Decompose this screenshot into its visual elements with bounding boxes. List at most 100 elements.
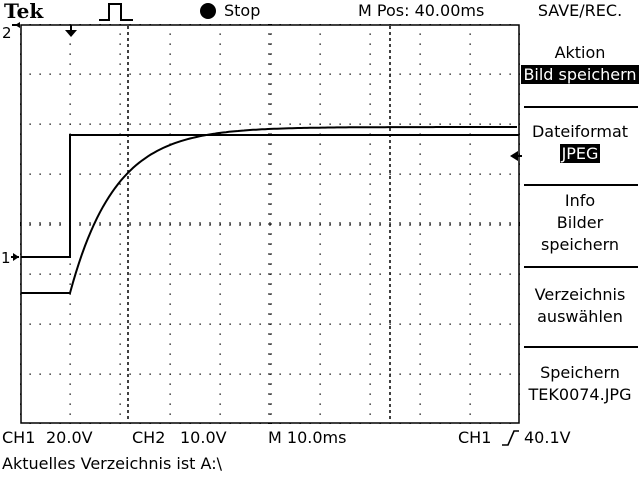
grid-dot bbox=[79, 373, 81, 375]
grid-dot bbox=[379, 273, 381, 275]
grid-dot bbox=[20, 43, 21, 45]
grid-dot bbox=[189, 273, 191, 275]
grid-dot bbox=[329, 273, 331, 275]
grid-dot bbox=[519, 53, 520, 55]
grid-dot bbox=[379, 73, 381, 75]
menu-save-line1: Speichern bbox=[540, 363, 620, 382]
grid-dot bbox=[369, 393, 371, 395]
grid-dot bbox=[119, 263, 121, 265]
grid-dot bbox=[69, 343, 71, 345]
grid-dot bbox=[519, 43, 520, 45]
grid-dot bbox=[69, 293, 71, 295]
menu-action[interactable]: Aktion Bild speichern bbox=[520, 42, 640, 86]
grid-dot bbox=[279, 323, 281, 325]
grid-dot bbox=[129, 123, 131, 125]
grid-dot bbox=[169, 413, 171, 415]
menu-select-directory[interactable]: Verzeichnis auswählen bbox=[520, 284, 640, 328]
grid-dot bbox=[139, 173, 141, 175]
grid-dot bbox=[219, 393, 221, 395]
grid-dot bbox=[169, 193, 171, 195]
grid-dot bbox=[319, 373, 321, 375]
grid-dot bbox=[479, 373, 481, 375]
grid-dot bbox=[499, 323, 501, 325]
grid-dot bbox=[409, 373, 411, 375]
grid-dot bbox=[20, 73, 21, 75]
grid-dot bbox=[159, 73, 161, 75]
grid-dot bbox=[169, 203, 171, 205]
grid-dot bbox=[399, 173, 401, 175]
grid-dot bbox=[139, 323, 141, 325]
grid-dot bbox=[279, 173, 281, 175]
grid-dot bbox=[499, 173, 501, 175]
menu-save-button[interactable]: Speichern TEK0074.JPG bbox=[520, 362, 640, 406]
run-state: Stop bbox=[224, 1, 261, 20]
grid-dot bbox=[119, 323, 121, 325]
trigger-level: 40.1V bbox=[524, 428, 571, 447]
grid-dot bbox=[239, 24, 241, 25]
grid-dot bbox=[219, 113, 221, 115]
status-message: Aktuelles Verzeichnis ist A:\ bbox=[2, 454, 222, 473]
grid-dot bbox=[69, 353, 71, 355]
grid-dot bbox=[219, 83, 221, 85]
grid-dot bbox=[419, 233, 421, 235]
svg-text:2: 2 bbox=[2, 24, 12, 42]
grid-dot bbox=[319, 163, 321, 165]
brand-logo: Tek bbox=[4, 0, 44, 23]
grid-dot bbox=[20, 123, 21, 125]
menu-file-format[interactable]: Dateiformat JPEG bbox=[520, 121, 640, 165]
grid-dot bbox=[319, 273, 321, 275]
grid-dot bbox=[329, 173, 331, 175]
grid-dot bbox=[159, 173, 161, 175]
channel1-marker-icon: 1 bbox=[1, 249, 19, 267]
grid-dot bbox=[399, 423, 401, 424]
grid-dot bbox=[189, 423, 191, 424]
grid-dot bbox=[20, 363, 21, 365]
grid-dot bbox=[179, 173, 181, 175]
grid-dot bbox=[489, 373, 491, 375]
grid-dot bbox=[199, 24, 201, 25]
grid-dot bbox=[129, 273, 131, 275]
grid-dot bbox=[149, 173, 151, 175]
grid-dot bbox=[229, 173, 231, 175]
grid-dot bbox=[369, 143, 371, 145]
menu-info[interactable]: Info Bilder speichern bbox=[520, 190, 640, 256]
svg-text:1: 1 bbox=[1, 249, 11, 267]
grid-dot bbox=[319, 353, 321, 355]
grid-dot bbox=[169, 383, 171, 385]
grid-dot bbox=[399, 273, 401, 275]
grid-dot bbox=[49, 173, 51, 175]
grid-dot bbox=[519, 143, 520, 145]
grid-dot bbox=[79, 73, 81, 75]
grid-dot bbox=[259, 24, 261, 25]
grid-dot bbox=[119, 63, 121, 65]
grid-dot bbox=[119, 243, 121, 245]
grid-dot bbox=[119, 173, 121, 175]
grid-dot bbox=[69, 53, 71, 55]
grid-dot bbox=[479, 73, 481, 75]
grid-dot bbox=[69, 83, 71, 85]
grid-dot bbox=[519, 33, 520, 35]
grid-dot bbox=[169, 63, 171, 65]
grid-dot bbox=[139, 273, 141, 275]
grid-dot bbox=[449, 173, 451, 175]
grid-dot bbox=[359, 423, 361, 424]
grid-dot bbox=[119, 233, 121, 235]
grid-dot bbox=[219, 323, 221, 325]
grid-dot bbox=[69, 393, 71, 395]
grid-dot bbox=[319, 113, 321, 115]
grid-dot bbox=[119, 303, 121, 305]
grid-dot bbox=[319, 43, 321, 45]
grid-dot bbox=[469, 273, 471, 275]
grid-dot bbox=[469, 43, 471, 45]
menu-action-label: Aktion bbox=[554, 43, 606, 62]
grid-dot bbox=[359, 273, 361, 275]
grid-dot bbox=[69, 24, 71, 25]
grid-dot bbox=[399, 323, 401, 325]
grid-dot bbox=[519, 353, 520, 355]
grid-dot bbox=[369, 333, 371, 335]
grid-dot bbox=[459, 173, 461, 175]
grid-dot bbox=[279, 24, 281, 25]
grid-dot bbox=[20, 243, 21, 245]
graticule-border bbox=[20, 24, 520, 424]
grid-dot bbox=[149, 24, 151, 25]
